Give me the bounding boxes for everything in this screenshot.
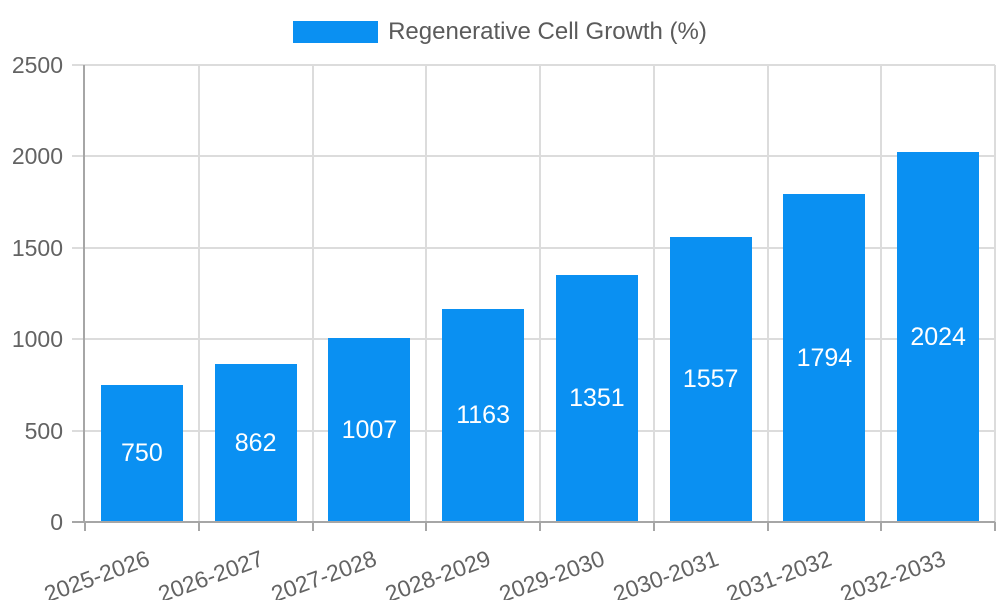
bar-value-label: 2024 — [910, 322, 966, 351]
bar-2026-2027[interactable]: 862 — [214, 364, 297, 522]
gridline-vertical — [197, 65, 200, 522]
x-axis-tick-label: 2027-2028 — [268, 545, 381, 600]
x-axis-line — [72, 521, 995, 523]
x-axis-tick-mark — [197, 522, 200, 531]
gridline-horizontal — [72, 155, 995, 158]
y-axis-tick-label: 500 — [24, 417, 63, 444]
y-axis-tick-label: 1500 — [11, 234, 63, 261]
x-axis-tick-mark — [425, 522, 428, 531]
bar-value-label: 862 — [234, 428, 277, 457]
y-axis-tick-label: 0 — [50, 509, 63, 535]
x-axis-tick-mark — [994, 522, 996, 531]
gridline-vertical — [766, 65, 769, 522]
x-axis-tick-label: 2031-2032 — [723, 545, 836, 600]
gridline-vertical — [652, 65, 655, 522]
gridline-vertical — [994, 65, 996, 522]
gridline-horizontal — [72, 429, 995, 432]
bar-value-label: 1351 — [569, 384, 625, 412]
y-axis-tick-label: 2000 — [11, 143, 63, 170]
bar-value-label: 750 — [121, 439, 163, 467]
gridline-horizontal — [72, 338, 995, 341]
bar-2031-2032[interactable]: 1794 — [783, 194, 866, 522]
gridline-horizontal — [72, 64, 995, 66]
y-axis-tick-label: 2500 — [11, 52, 63, 78]
bar-2025-2026[interactable]: 750 — [100, 385, 183, 522]
x-axis-tick-label: 2030-2031 — [609, 545, 722, 600]
x-axis-tick-mark — [880, 522, 883, 531]
bar-value-label: 1557 — [682, 365, 739, 393]
bar-2028-2029[interactable]: 1163 — [442, 309, 525, 522]
gridline-vertical — [425, 65, 428, 522]
x-axis-tick-mark — [84, 522, 86, 531]
bar-value-label: 1794 — [796, 343, 853, 372]
bar-value-label: 1007 — [341, 415, 398, 444]
legend-swatch — [293, 21, 379, 43]
legend: Regenerative Cell Growth (%) — [0, 18, 1000, 46]
x-axis-tick-mark — [652, 522, 655, 531]
y-axis-line — [83, 65, 85, 522]
bar-2032-2033[interactable]: 2024 — [897, 152, 980, 522]
x-axis-tick-label: 2029-2030 — [495, 545, 608, 600]
x-axis-tick-mark — [766, 522, 769, 531]
bar-value-label: 1163 — [456, 401, 510, 429]
y-axis-tick-label: 1000 — [11, 326, 63, 353]
x-axis-tick-mark — [539, 522, 541, 531]
gridline-vertical — [539, 65, 541, 522]
legend-label: Regenerative Cell Growth (%) — [388, 18, 707, 45]
bar-2029-2030[interactable]: 1351 — [555, 275, 638, 522]
gridline-vertical — [880, 65, 883, 522]
bar-2030-2031[interactable]: 1557 — [669, 237, 752, 522]
x-axis-tick-label: 2025-2026 — [40, 545, 153, 600]
bar-2027-2028[interactable]: 1007 — [328, 338, 411, 522]
gridline-horizontal — [72, 246, 995, 249]
x-axis-tick-label: 2026-2027 — [154, 545, 267, 600]
x-axis-tick-mark — [311, 522, 314, 531]
gridline-vertical — [311, 65, 314, 522]
x-axis-tick-label: 2032-2033 — [836, 545, 950, 600]
plot-area: 750 862 1007 1163 1351 1557 1794 2024 — [72, 64, 996, 531]
x-axis-tick-label: 2028-2029 — [381, 545, 495, 600]
